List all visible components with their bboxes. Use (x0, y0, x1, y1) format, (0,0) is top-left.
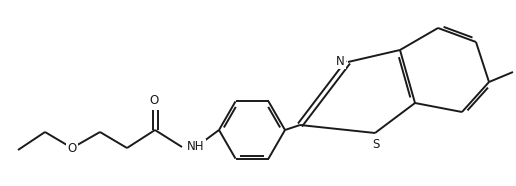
Text: N: N (336, 54, 345, 68)
Text: O: O (68, 142, 76, 155)
Text: S: S (373, 138, 380, 151)
Text: O: O (149, 94, 158, 107)
Text: NH: NH (187, 140, 204, 153)
